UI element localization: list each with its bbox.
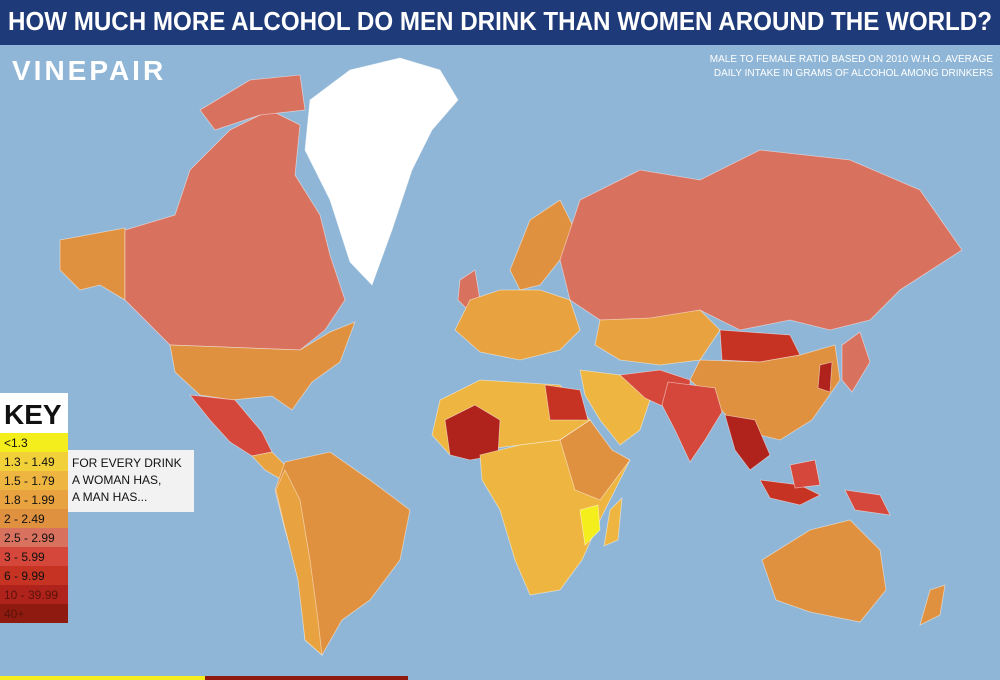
- egypt: [544, 384, 589, 421]
- key-note: A WOMAN HAS,: [72, 473, 161, 487]
- southeast-asia: [724, 414, 771, 471]
- east-africa: [559, 419, 631, 501]
- madagascar: [603, 496, 623, 547]
- indonesia: [759, 479, 821, 506]
- australia: [761, 519, 887, 623]
- key-swatch: [0, 566, 68, 585]
- title: HOW MUCH MORE ALCOHOL DO MEN DRINK THAN …: [8, 6, 992, 36]
- key-swatch: [0, 585, 68, 604]
- new-guinea: [844, 489, 891, 516]
- india: [661, 381, 723, 463]
- arctic-islands: [199, 74, 306, 131]
- europe: [454, 289, 581, 361]
- greenland: [304, 57, 459, 286]
- key-title-box: [0, 393, 68, 433]
- footer-bar: [205, 676, 408, 680]
- key-label: 2.5 - 2.99: [4, 531, 55, 545]
- usa: [169, 321, 356, 411]
- alaska: [59, 227, 126, 301]
- key-label: 6 - 9.99: [4, 569, 45, 583]
- key-label: 10 - 39.99: [4, 588, 58, 602]
- key-swatch: [0, 604, 68, 623]
- key-swatch: [0, 471, 68, 490]
- mozambique: [579, 504, 601, 546]
- borneo: [789, 459, 821, 489]
- new-zealand: [919, 584, 946, 626]
- key-note: FOR EVERY DRINK: [72, 456, 182, 470]
- key-title: KEY: [4, 399, 62, 430]
- key-swatch: [0, 490, 68, 509]
- key-swatch: [0, 509, 68, 528]
- header-bar: [0, 0, 1000, 45]
- korea: [817, 361, 833, 393]
- key-swatch: [0, 452, 68, 471]
- japan: [841, 331, 871, 393]
- key-label: 2 - 2.49: [4, 512, 45, 526]
- footer-bar: [0, 676, 205, 680]
- key-label: 40+: [4, 607, 24, 621]
- subtitle-line: MALE TO FEMALE RATIO BASED ON 2010 W.H.O…: [710, 54, 994, 65]
- key-label: 1.5 - 1.79: [4, 474, 55, 488]
- key-label: 1.3 - 1.49: [4, 455, 55, 469]
- land: [59, 57, 963, 656]
- key: KEY FOR EVERY DRINK A WOMAN HAS, A MAN H…: [0, 393, 194, 623]
- key-note: A MAN HAS...: [72, 490, 147, 504]
- key-label: 3 - 5.99: [4, 550, 45, 564]
- subtitle-line: DAILY INTAKE IN GRAMS OF ALCOHOL AMONG D…: [714, 68, 993, 79]
- key-swatch: [0, 433, 68, 452]
- brand-logo: VINEPAIR: [12, 55, 166, 86]
- key-note-box: [68, 450, 194, 512]
- andes: [275, 469, 323, 656]
- key-swatch: [0, 547, 68, 566]
- key-label: 1.8 - 1.99: [4, 493, 55, 507]
- key-label: <1.3: [4, 436, 28, 450]
- key-swatch: [0, 528, 68, 547]
